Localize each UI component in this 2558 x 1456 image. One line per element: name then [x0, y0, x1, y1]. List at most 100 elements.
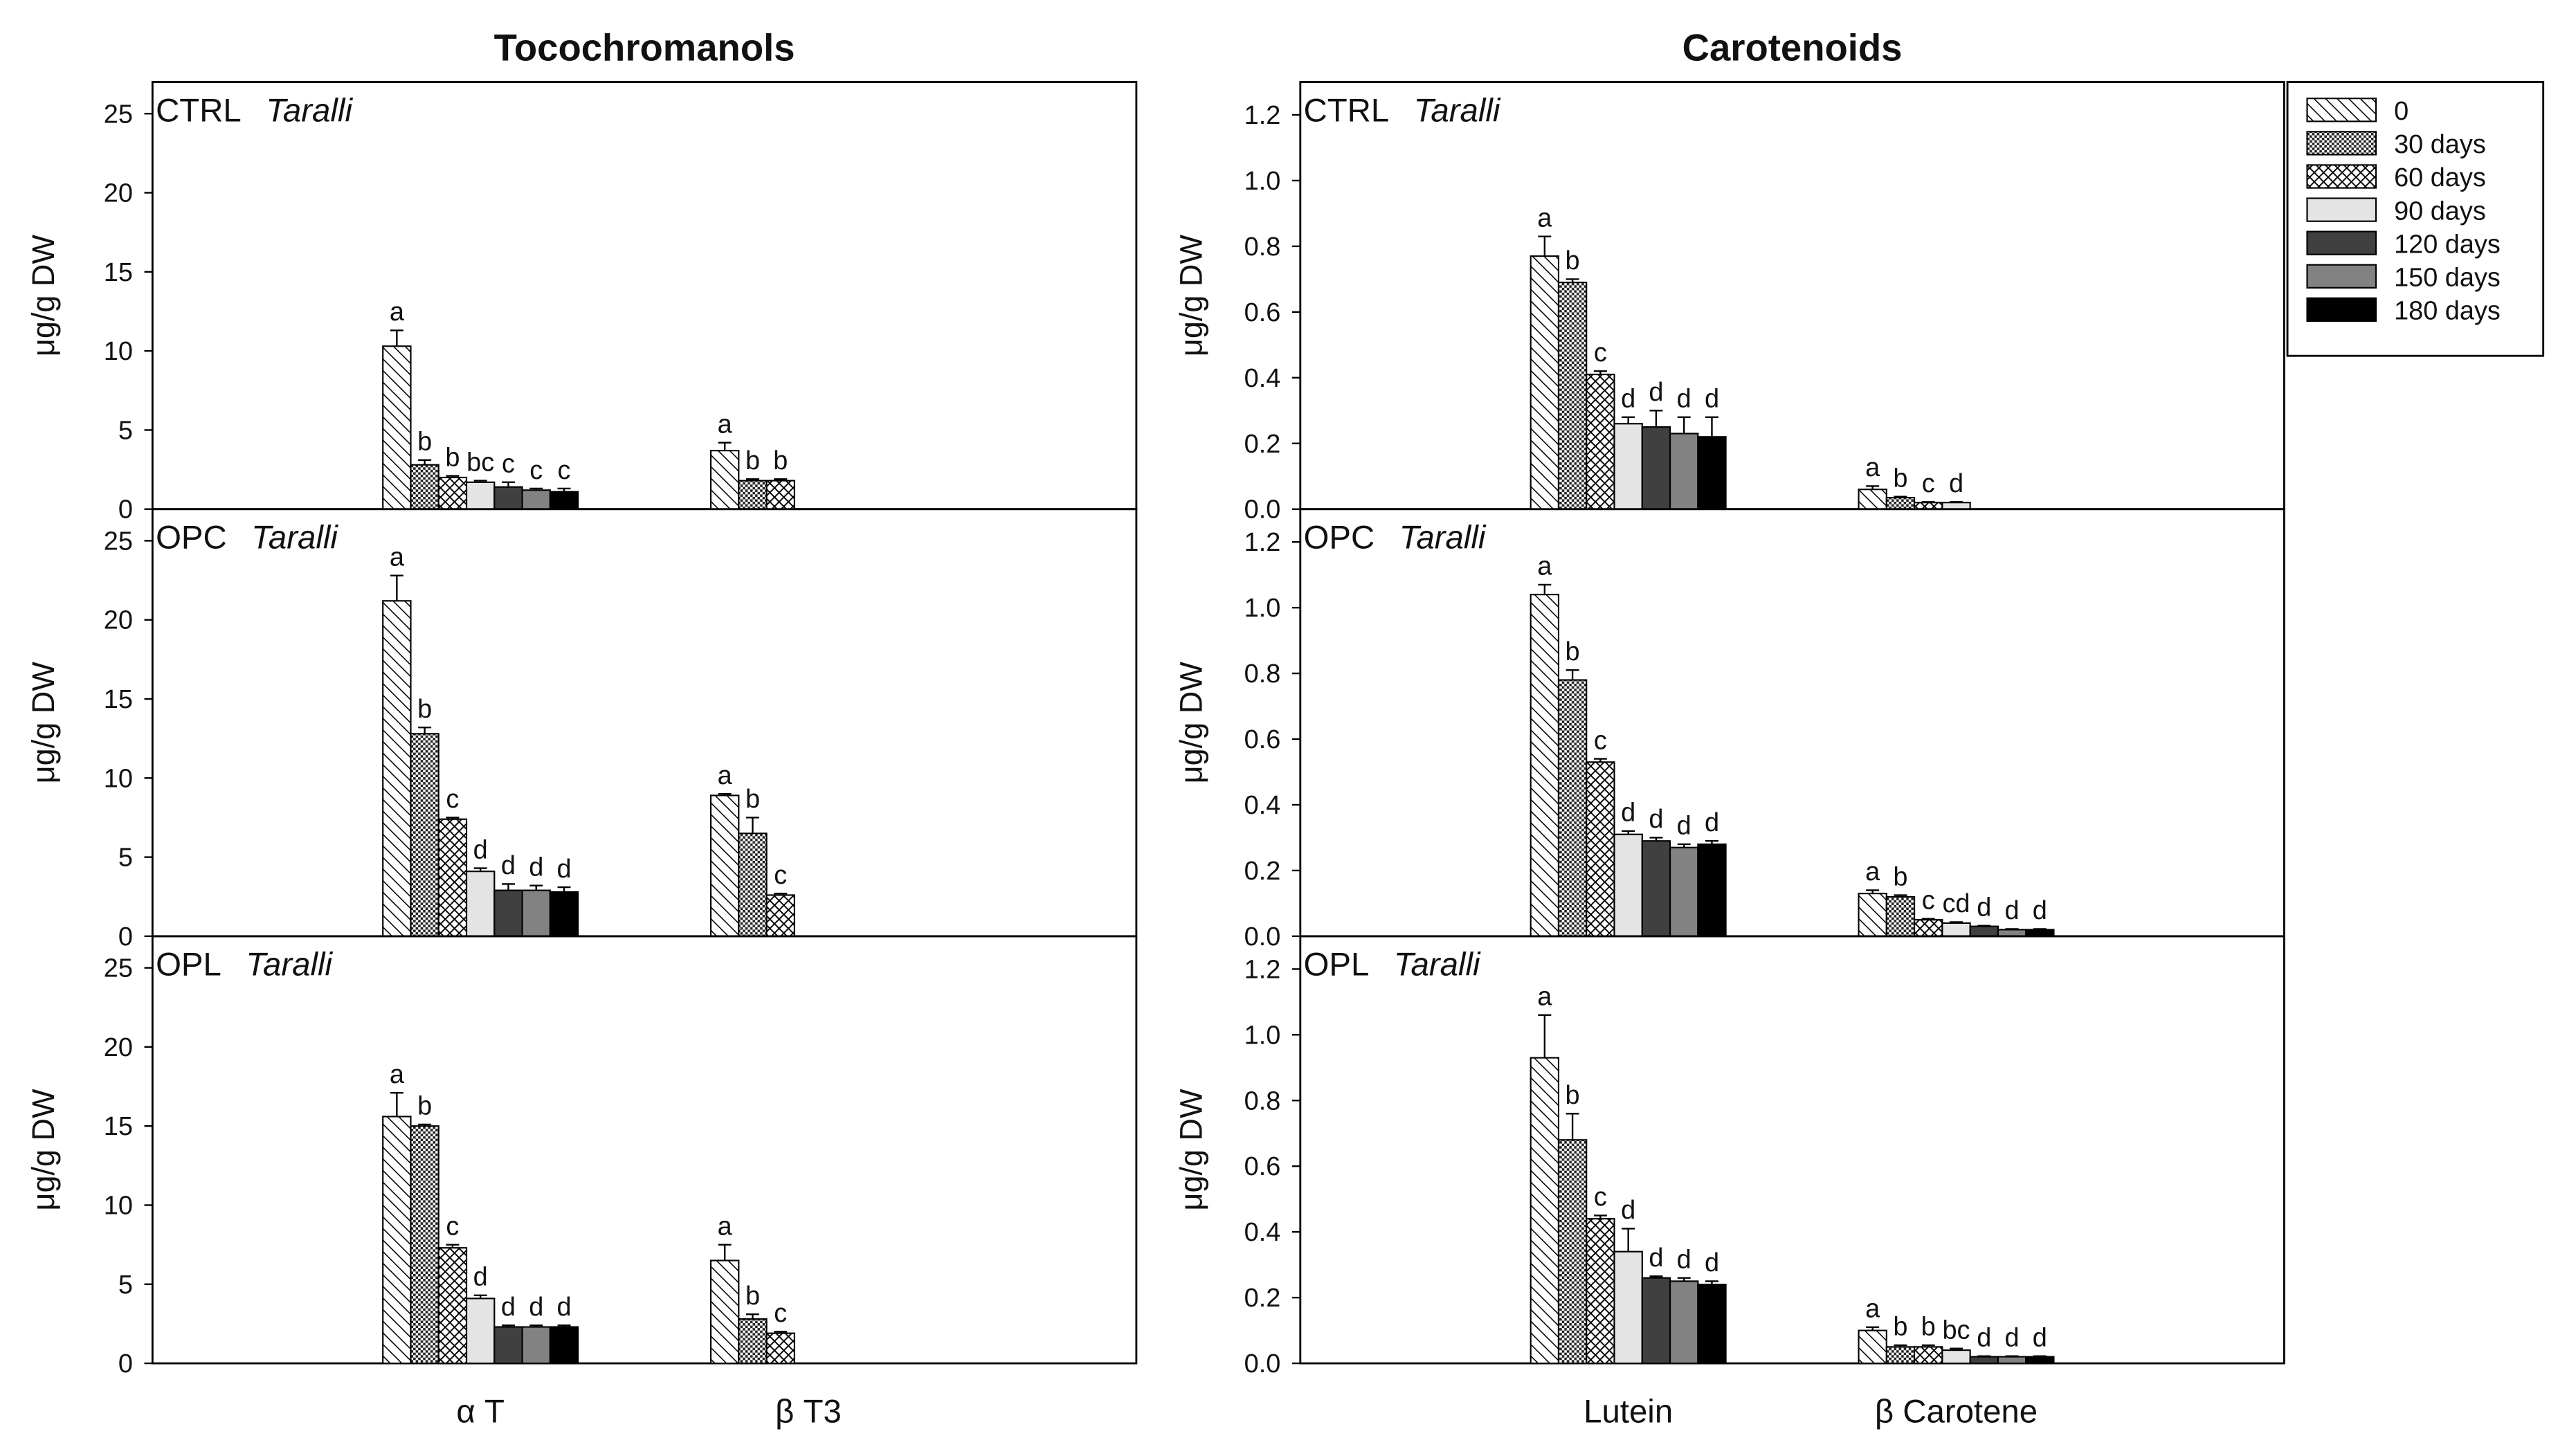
significance-letter: a: [1537, 203, 1552, 233]
significance-letter: bc: [466, 448, 494, 477]
significance-letter: d: [501, 851, 516, 880]
bar: [521, 1326, 551, 1365]
y-tick-label: 0: [118, 1349, 133, 1378]
plot-frame: [1299, 935, 2285, 1365]
y-tick-label: 25: [104, 527, 133, 556]
panel-label: OPL: [156, 947, 221, 983]
error-bar: [1705, 416, 1718, 437]
error-bar: [501, 883, 515, 891]
significance-letter: a: [1865, 453, 1880, 482]
significance-letter: d: [529, 1293, 543, 1322]
panel-sublabel: Taralli: [251, 520, 338, 556]
error-bar: [1866, 1326, 1880, 1331]
error-bar: [1705, 840, 1718, 844]
error-bar: [1649, 410, 1663, 428]
significance-letter: c: [529, 456, 543, 485]
error-bar: [1566, 1113, 1579, 1140]
panel-label: CTRL: [156, 92, 242, 129]
x-tick-label: β T3: [775, 1393, 842, 1430]
error-bar: [557, 487, 571, 492]
y-tick-label: 10: [104, 1192, 133, 1221]
significance-letter: c: [774, 1299, 787, 1328]
y-tick-label: 0.2: [1244, 430, 1281, 459]
y-axis-label: μg/g DW: [1174, 662, 1209, 783]
error-bar: [501, 1325, 515, 1327]
panel-label: OPC: [1304, 520, 1375, 556]
significance-letter: d: [1649, 1244, 1663, 1273]
y-axis-label: μg/g DW: [26, 662, 61, 783]
significance-letter: b: [745, 785, 760, 814]
significance-letter: a: [390, 298, 405, 327]
error-bar: [1921, 1344, 1935, 1347]
error-bar: [418, 1123, 432, 1127]
significance-letter: b: [745, 1282, 760, 1311]
significance-letter: d: [1621, 385, 1635, 414]
error-bar: [746, 478, 759, 481]
significance-letter: b: [417, 1092, 432, 1121]
error-bar: [1894, 1344, 1907, 1347]
legend-label: 90 days: [2394, 197, 2486, 226]
y-tick-label: 0.0: [1244, 922, 1281, 952]
significance-letter: d: [1677, 812, 1691, 841]
error-bar: [1622, 416, 1635, 424]
bar: [382, 1116, 412, 1365]
error-bar: [1894, 894, 1907, 897]
significance-letter: cd: [1942, 889, 1970, 918]
significance-letter: d: [1949, 469, 1963, 498]
significance-letter: d: [1705, 385, 1719, 414]
y-tick-label: 0.8: [1244, 233, 1281, 262]
significance-letter: d: [1677, 385, 1691, 414]
bar: [1641, 840, 1671, 937]
bar: [1969, 1356, 1999, 1365]
significance-letter: a: [390, 543, 405, 572]
y-tick-label: 5: [118, 844, 133, 873]
plot-frame: [151, 508, 1138, 938]
bar: [1858, 893, 1887, 937]
panel-label: CTRL: [1304, 92, 1390, 129]
significance-letter: b: [1566, 637, 1580, 666]
bar: [1697, 1284, 1727, 1365]
y-tick-label: 15: [104, 685, 133, 714]
bar: [1669, 1280, 1699, 1365]
y-tick-label: 0.2: [1244, 1284, 1281, 1313]
bar: [765, 480, 795, 510]
error-bar: [1977, 1355, 1991, 1357]
error-bar: [1649, 1275, 1663, 1278]
significance-letter: d: [2005, 1323, 2020, 1352]
bar: [765, 894, 795, 937]
significance-letter: b: [1893, 1313, 1907, 1342]
significance-letter: c: [1594, 338, 1607, 367]
significance-letter: c: [446, 1212, 459, 1241]
significance-letter: bc: [1942, 1316, 1970, 1345]
bar: [1613, 1250, 1643, 1365]
column-title: Carotenoids: [1682, 27, 1903, 69]
x-tick-label: α T: [456, 1393, 505, 1430]
error-bar: [1866, 889, 1880, 894]
significance-letter: a: [390, 1060, 405, 1089]
panel-sublabel: Taralli: [246, 947, 333, 983]
significance-letter: a: [718, 1212, 733, 1241]
significance-letter: d: [1649, 805, 1663, 834]
error-bar: [473, 480, 487, 482]
error-bar: [718, 1244, 732, 1261]
bar: [410, 733, 439, 937]
error-bar: [1950, 1347, 1963, 1351]
significance-letter: a: [1537, 552, 1552, 581]
bar: [738, 832, 768, 937]
bar: [1941, 1349, 1971, 1365]
y-tick-label: 0.6: [1244, 1152, 1281, 1181]
bar: [1885, 497, 1916, 510]
bar: [549, 491, 579, 510]
bar: [437, 1247, 468, 1365]
error-bar: [473, 1294, 487, 1299]
bar: [1669, 433, 1699, 510]
legend-label: 180 days: [2394, 297, 2501, 326]
panel-sublabel: Taralli: [266, 92, 353, 129]
bar: [738, 1318, 768, 1365]
error-bar: [718, 792, 732, 796]
error-bar: [1593, 758, 1607, 763]
y-tick-label: 5: [118, 1271, 133, 1300]
plot-frame: [1299, 508, 2285, 938]
legend-label: 150 days: [2394, 263, 2501, 292]
